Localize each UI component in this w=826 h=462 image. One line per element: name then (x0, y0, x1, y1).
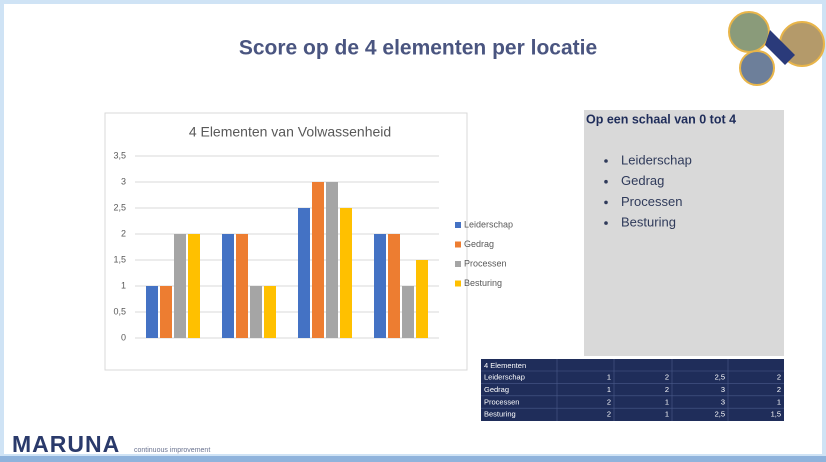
table-cell: 2 (665, 372, 669, 381)
table-cell: 1,5 (771, 410, 781, 419)
table-cell: 2 (607, 397, 611, 406)
table-header: 4 Elementen (484, 361, 526, 370)
table-cell: 2,5 (715, 410, 725, 419)
info-item: Gedrag (621, 173, 664, 188)
bar (402, 286, 414, 338)
bar (388, 234, 400, 338)
table-cell: 1 (607, 385, 611, 394)
bullet (604, 221, 608, 225)
y-tick-label: 3 (121, 176, 126, 186)
legend-swatch (455, 222, 461, 228)
bullet (604, 159, 608, 163)
bar (326, 182, 338, 338)
y-tick-label: 0,5 (113, 306, 126, 316)
photos (728, 11, 825, 86)
bar (264, 286, 276, 338)
y-tick-label: 0 (121, 332, 126, 342)
table-cell: 2 (777, 372, 781, 381)
table-cell: 3 (721, 385, 725, 394)
table-cell: 1 (665, 410, 669, 419)
slide-title: Score op de 4 elementen per locatie (239, 37, 597, 60)
photo (728, 11, 770, 53)
info-item: Besturing (621, 215, 676, 230)
bar (188, 234, 200, 338)
table-cell: 2 (665, 385, 669, 394)
bar (340, 208, 352, 338)
legend-label: Leiderschap (464, 219, 513, 229)
table-cell: 2 (777, 385, 781, 394)
bar (374, 234, 386, 338)
table-cell: 1 (665, 397, 669, 406)
table-cell: 3 (721, 397, 725, 406)
table-cell: Besturing (484, 410, 516, 419)
y-tick-label: 1,5 (113, 254, 126, 264)
y-tick-label: 3,5 (113, 150, 126, 160)
y-tick-label: 2,5 (113, 202, 126, 212)
chart-title: 4 Elementen van Volwassenheid (189, 124, 391, 140)
legend-swatch (455, 261, 461, 267)
table-cell: Leiderschap (484, 372, 525, 381)
table-cell: 2 (607, 410, 611, 419)
info-item: Leiderschap (621, 152, 692, 167)
table-bg (481, 359, 784, 421)
y-tick-label: 2 (121, 228, 126, 238)
info-item: Processen (621, 194, 682, 209)
bar (174, 234, 186, 338)
table-cell: 1 (777, 397, 781, 406)
info-box (584, 110, 784, 356)
info-title: Op een schaal van 0 tot 4 (586, 112, 736, 126)
bullet (604, 179, 608, 184)
table-cell: 2,5 (715, 372, 725, 381)
table-cell: Processen (484, 397, 519, 406)
bar (146, 286, 158, 338)
bar (250, 286, 262, 338)
bar (416, 260, 428, 338)
bar (312, 182, 324, 338)
table-cell: 1 (607, 372, 611, 381)
logo: MARUNA (12, 431, 120, 457)
logo-shape (765, 30, 795, 65)
photo (739, 50, 775, 86)
tagline: continuous improvement (134, 447, 210, 454)
y-tick-label: 1 (121, 280, 126, 290)
bullet (604, 200, 608, 205)
legend-label: Besturing (464, 278, 502, 288)
bar (298, 208, 310, 338)
legend-swatch (455, 241, 461, 248)
bottom-bar (0, 456, 826, 462)
legend-label: Processen (464, 258, 507, 268)
table-cell: Gedrag (484, 385, 509, 394)
legend-swatch (455, 280, 461, 287)
bar (236, 234, 248, 338)
bar (222, 234, 234, 338)
legend-label: Gedrag (464, 239, 494, 249)
bar (160, 286, 172, 338)
